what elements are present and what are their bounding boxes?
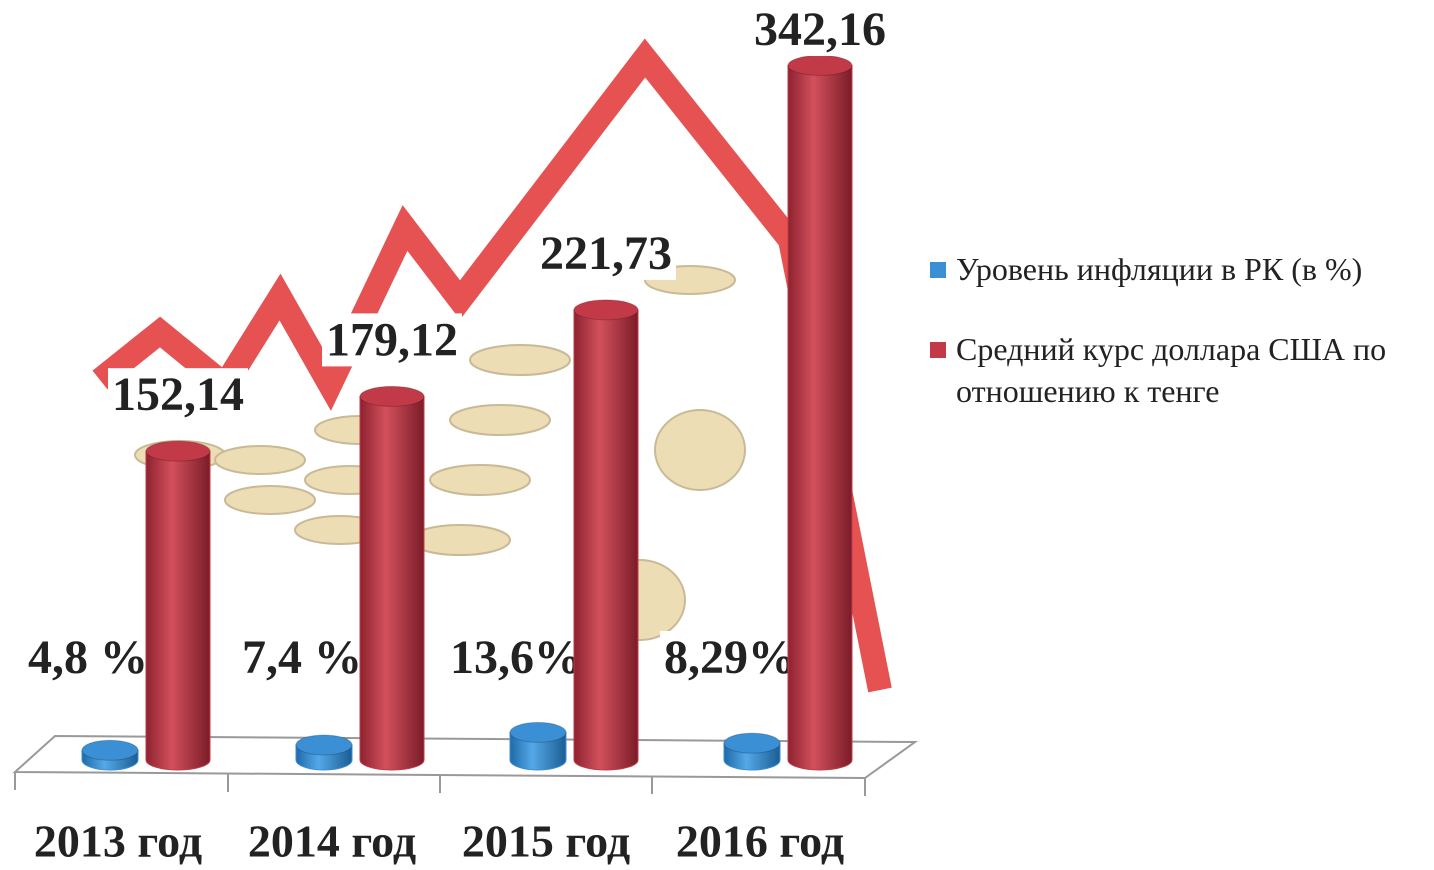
bar bbox=[573, 299, 639, 771]
bar-body bbox=[573, 309, 639, 771]
value-label: 4,8 % bbox=[28, 631, 148, 684]
bar bbox=[295, 734, 353, 771]
value-label: 13,6% bbox=[450, 631, 582, 684]
bar-top bbox=[723, 732, 781, 754]
bar-body bbox=[359, 395, 425, 771]
legend-swatch bbox=[930, 342, 946, 358]
bar bbox=[509, 721, 567, 771]
legend-label: Средний курс доллара США по отношению к … bbox=[956, 331, 1387, 409]
value-label: 342,16 bbox=[754, 3, 886, 56]
bar bbox=[787, 54, 853, 771]
bar-top bbox=[295, 734, 353, 756]
bar bbox=[723, 732, 781, 771]
bar bbox=[81, 739, 139, 771]
value-label-bg bbox=[660, 631, 800, 685]
axis-ticks bbox=[14, 772, 866, 796]
legend-label: Уровень инфляции в РК (в %) bbox=[956, 251, 1363, 287]
value-label-bg bbox=[24, 631, 152, 685]
bar-top bbox=[787, 54, 853, 76]
x-tick-label: 2015 год bbox=[462, 816, 630, 867]
value-label: 152,14 bbox=[112, 368, 244, 421]
bar-top bbox=[145, 440, 211, 462]
value-label-bg bbox=[536, 226, 676, 280]
bar-body bbox=[145, 450, 211, 771]
bar bbox=[145, 440, 211, 771]
bar-top bbox=[81, 739, 139, 761]
x-tick-label: 2014 год bbox=[248, 816, 416, 867]
bar-top bbox=[359, 385, 425, 407]
value-label-bg bbox=[238, 631, 366, 685]
value-label-bg bbox=[750, 3, 890, 57]
value-label-bg bbox=[446, 631, 586, 685]
value-label: 8,29% bbox=[664, 631, 796, 684]
floor bbox=[12, 734, 919, 780]
x-tick-label: 2016 год bbox=[676, 816, 844, 867]
value-label: 7,4 % bbox=[242, 631, 362, 684]
value-label: 179,12 bbox=[326, 313, 458, 366]
value-label: 221,73 bbox=[540, 227, 672, 280]
x-tick-label: 2013 год bbox=[34, 816, 202, 867]
legend-item: Уровень инфляции в РК (в %) bbox=[930, 248, 1430, 290]
bar-body bbox=[787, 64, 853, 771]
legend: Уровень инфляции в РК (в %) Средний курс … bbox=[930, 248, 1430, 450]
bar-body bbox=[509, 731, 567, 771]
legend-item: Средний курс доллара США по отношению к … bbox=[930, 328, 1430, 412]
bar-top bbox=[509, 721, 567, 743]
bar-top bbox=[573, 299, 639, 321]
value-label-bg bbox=[108, 368, 248, 422]
value-label-bg bbox=[322, 313, 462, 367]
legend-swatch bbox=[930, 262, 946, 278]
bar bbox=[359, 385, 425, 771]
